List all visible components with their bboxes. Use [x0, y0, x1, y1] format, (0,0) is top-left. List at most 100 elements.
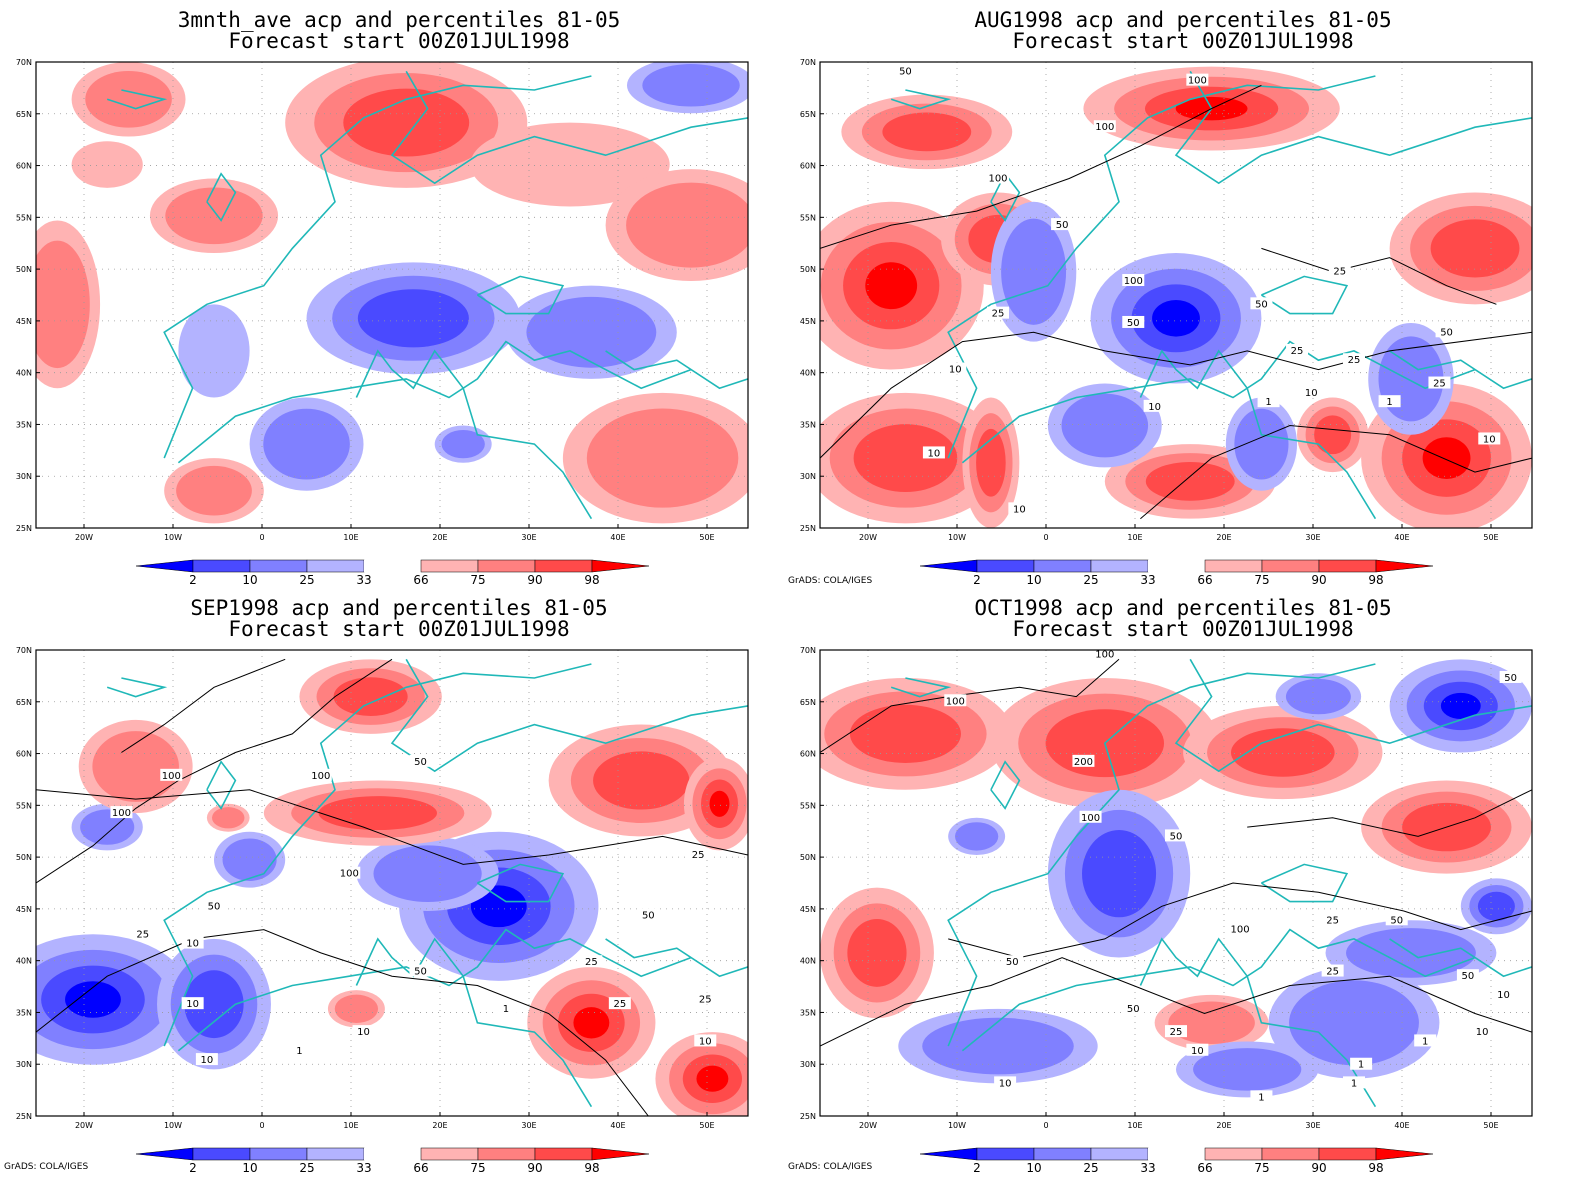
contour-line	[36, 658, 393, 884]
colorbar-label: 25	[299, 573, 314, 587]
lon-label: 10W	[948, 533, 966, 542]
contour-label-bg	[160, 768, 183, 781]
contour-label: 25	[1326, 967, 1339, 978]
contour-label: 1	[1422, 1036, 1428, 1047]
wet-anomaly	[696, 1065, 729, 1092]
coastline	[1139, 937, 1377, 1108]
wet-anomaly	[847, 918, 907, 987]
contour-label: 1	[1258, 1092, 1264, 1103]
contour-label-bg	[1165, 829, 1187, 842]
contour-label-bg	[409, 964, 432, 977]
contour-label-bg	[1328, 264, 1351, 277]
contour-label-bg	[1378, 395, 1401, 408]
coastline	[106, 89, 168, 110]
contour-label: 50	[1440, 327, 1453, 338]
colorbar-swatch	[477, 559, 536, 573]
lat-label: 60N	[16, 162, 32, 171]
contour-label-bg	[1186, 1043, 1209, 1056]
colorbar: 2 10 25 33 66 75 90 98	[135, 559, 650, 587]
coastline	[961, 928, 1476, 1052]
contour-label: 50	[208, 901, 221, 912]
contour-label-bg	[1250, 297, 1273, 310]
contour-label: 10	[999, 1078, 1012, 1089]
contour-label-bg	[1343, 353, 1365, 366]
contour-label-bg	[944, 694, 967, 707]
coastline	[390, 70, 748, 185]
contour-label: 25	[699, 995, 712, 1006]
dry-anomaly	[1152, 300, 1200, 337]
contour-label-bg	[352, 1025, 375, 1038]
colorbar: 2 10 25 33 66 75 90 98	[919, 1147, 1434, 1175]
wet-anomaly	[470, 122, 670, 207]
contour-label: 25	[613, 999, 626, 1010]
lat-label: 25N	[800, 1112, 816, 1121]
wet-anomaly	[343, 88, 470, 157]
lat-label: 50N	[16, 265, 32, 274]
dry-anomaly	[1440, 692, 1481, 719]
map-field: 100 100 200 100 100 50 50 50 50 50 50 25 25 25 10 10 10 1…	[820, 650, 1532, 1116]
contour-label-bg	[687, 848, 710, 861]
contour-label-bg	[694, 992, 717, 1005]
contour-label-bg	[203, 899, 225, 912]
credit-aug: GrADS: COLA/IGES	[788, 576, 873, 586]
contour-label: 100	[162, 771, 181, 782]
coastline	[476, 275, 565, 315]
coastline	[947, 75, 1376, 459]
dry-anomaly	[526, 296, 657, 368]
colorbar-label: 75	[1254, 1161, 1269, 1175]
contour-label-bg	[922, 446, 945, 459]
panel-title: AUG1998 acp and percentiles 81-05	[974, 8, 1392, 32]
lat-label: 60N	[16, 750, 32, 759]
coastline	[1174, 658, 1532, 773]
coastline	[177, 340, 692, 464]
contour-label-bg	[1165, 1025, 1187, 1038]
lon-label: 40E	[610, 533, 625, 542]
contour-label: 100	[946, 696, 965, 707]
contour-label: 50	[1006, 957, 1019, 968]
contour-line	[1140, 424, 1532, 520]
lat-label: 40N	[16, 369, 32, 378]
coastline	[1139, 349, 1377, 520]
lat-label: 55N	[16, 213, 32, 222]
contour-label-bg	[1229, 922, 1252, 935]
lon-label: 40E	[610, 1121, 625, 1130]
panel-subtitle: Forecast start 00Z01JUL1998	[228, 617, 570, 641]
colorbar-arrow-left	[919, 1147, 978, 1161]
wet-anomaly	[593, 751, 690, 810]
contour-label: 25	[1326, 915, 1339, 926]
coastline	[206, 172, 237, 222]
contour-label-bg	[1414, 1034, 1437, 1047]
contour-label: 25	[1291, 346, 1304, 357]
contour-label-bg	[1286, 343, 1309, 356]
contour-label-bg	[994, 1076, 1017, 1089]
lat-label: 30N	[16, 472, 32, 481]
dry-anomaly	[65, 981, 121, 1018]
coastline	[390, 658, 748, 773]
lat-label: 50N	[16, 853, 32, 862]
lat-label: 70N	[16, 646, 32, 655]
colorbar-label: 10	[1026, 573, 1041, 587]
dry-anomaly	[373, 845, 482, 903]
colorbar-swatch	[1318, 559, 1377, 573]
map-frame	[819, 61, 1533, 529]
colorbar-swatch	[1318, 1147, 1377, 1161]
lat-label: 35N	[800, 420, 816, 429]
contour-label: 50	[899, 66, 912, 77]
colorbar-label: 25	[1083, 573, 1098, 587]
lat-label: 25N	[16, 524, 32, 533]
colorbar: 2 10 25 33 66 75 90 98	[135, 1147, 650, 1175]
contour-label-bg	[494, 1001, 517, 1014]
contour-label: 1	[503, 1004, 509, 1015]
colorbar-swatch	[1033, 1147, 1092, 1161]
dry-anomaly	[1234, 408, 1289, 480]
contour-label-bg	[1122, 274, 1145, 287]
colorbar-arrow-right	[1375, 1147, 1434, 1161]
coastline	[961, 340, 1476, 464]
colorbar-swatch	[1090, 1147, 1149, 1161]
lon-label: 20E	[432, 533, 447, 542]
wet-anomaly	[573, 1007, 610, 1039]
contour-label-bg	[608, 997, 631, 1010]
lat-label: 70N	[800, 646, 816, 655]
contour-label-bg	[1001, 955, 1024, 968]
panel-oct1998: OCT1998 acp and percentiles 81-05 Foreca…	[784, 588, 1582, 1186]
